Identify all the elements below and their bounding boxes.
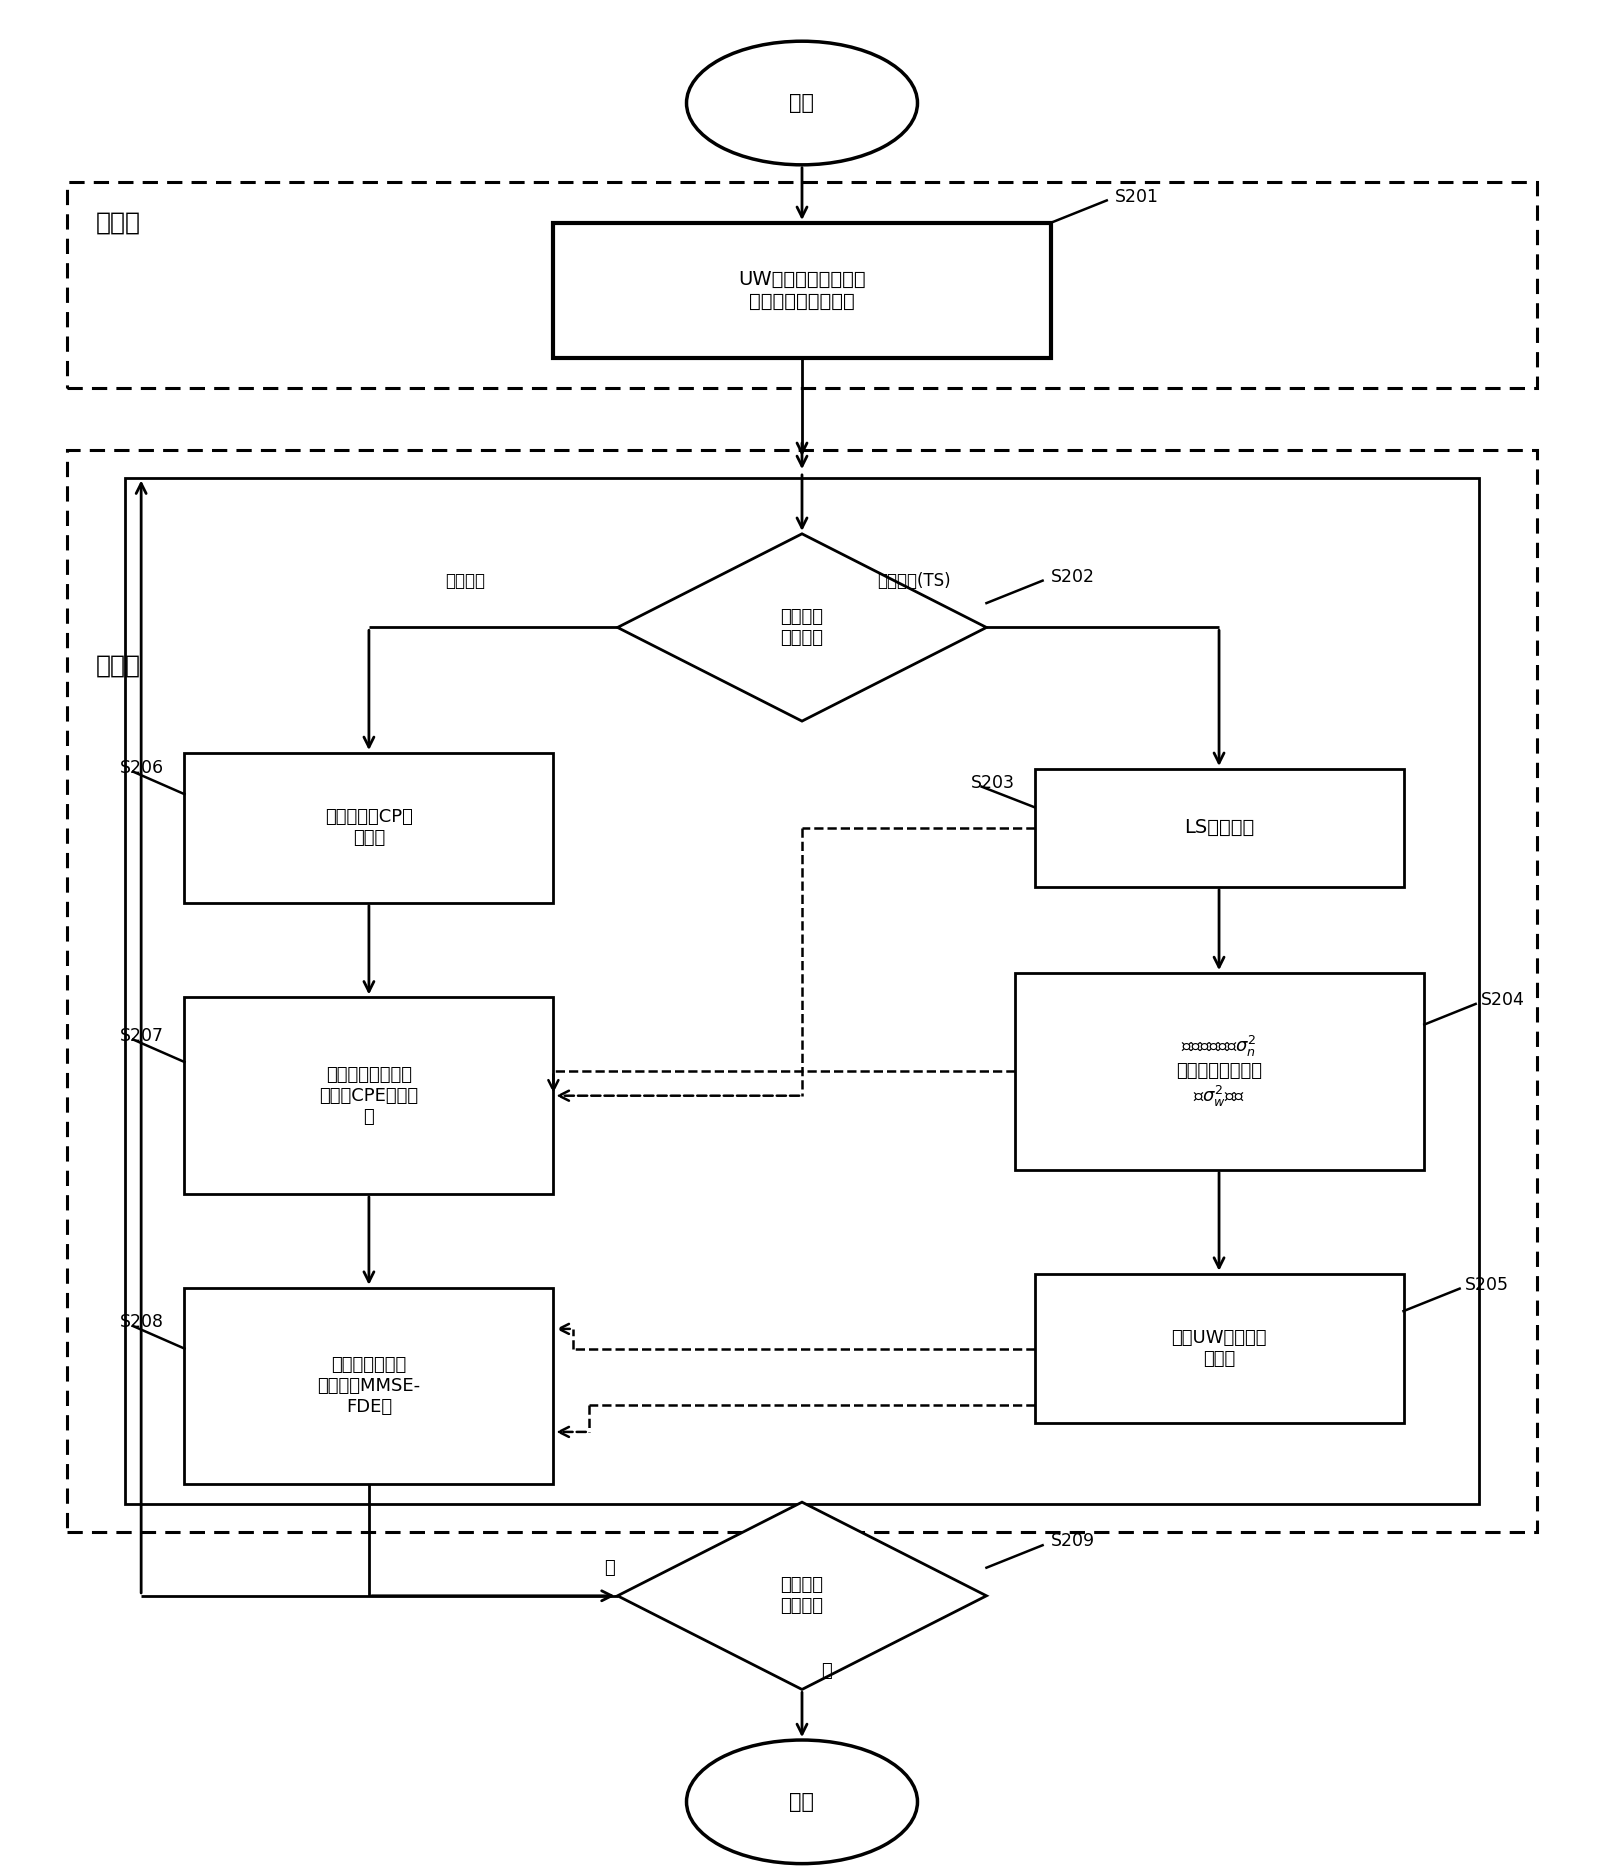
Text: 频域最小均方误
差均衡（MMSE-
FDE）: 频域最小均方误 差均衡（MMSE- FDE） [318,1356,420,1416]
Text: 训练序列(TS): 训练序列(TS) [877,571,951,590]
Text: 提取数据块CP接
收数据: 提取数据块CP接 收数据 [326,809,412,847]
Text: S203: S203 [970,774,1014,792]
FancyBboxPatch shape [184,1289,553,1483]
Text: S207: S207 [120,1026,164,1045]
Polygon shape [618,534,986,721]
FancyBboxPatch shape [553,223,1051,358]
Text: S205: S205 [1464,1276,1508,1294]
Text: UW构成训练序列和插
入用户数据分块发送: UW构成训练序列和插 入用户数据分块发送 [738,270,866,311]
FancyBboxPatch shape [184,753,553,903]
Text: 发送端: 发送端 [96,212,141,234]
FancyBboxPatch shape [184,998,553,1195]
Text: LS信道估计: LS信道估计 [1184,819,1254,837]
Ellipse shape [687,1740,917,1864]
Ellipse shape [687,41,917,165]
Text: S208: S208 [120,1313,164,1332]
Text: S204: S204 [1480,991,1524,1010]
Text: S209: S209 [1051,1532,1096,1551]
Text: 接收端: 接收端 [96,654,141,678]
Text: 附加在数据块的相
位噪声CPE比値估
计: 附加在数据块的相 位噪声CPE比値估 计 [319,1066,419,1126]
Text: 开始: 开始 [789,94,815,112]
Text: S202: S202 [1051,568,1094,586]
FancyBboxPatch shape [1015,974,1424,1169]
Text: 发送数据
是否结束: 发送数据 是否结束 [781,1577,823,1615]
Text: S201: S201 [1115,187,1158,206]
Text: 时域高斯功率$\sigma_n^2$
估计和频域高斯功
率$\sigma_w^2$估计: 时域高斯功率$\sigma_n^2$ 估计和频域高斯功 率$\sigma_w^2… [1176,1034,1262,1109]
Text: 否: 否 [605,1558,614,1577]
FancyBboxPatch shape [1035,1274,1404,1423]
Text: 结束: 结束 [789,1792,815,1811]
Text: 判断接收
数据类型: 判断接收 数据类型 [781,609,823,646]
Text: 计算UW接收信号
的副本: 计算UW接收信号 的副本 [1171,1330,1267,1367]
Text: 是: 是 [821,1661,831,1680]
Polygon shape [618,1502,986,1689]
Text: S206: S206 [120,759,165,777]
Text: 用户数据: 用户数据 [446,571,484,590]
FancyBboxPatch shape [1035,768,1404,886]
